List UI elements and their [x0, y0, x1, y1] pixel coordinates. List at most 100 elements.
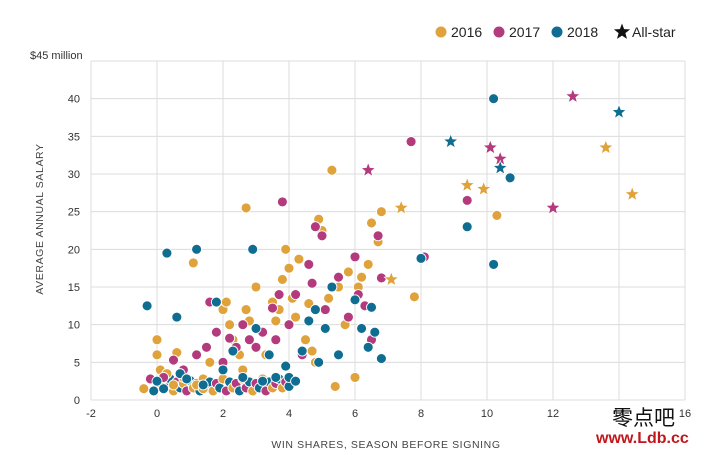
point-2017 [168, 354, 179, 366]
point-2016 [168, 379, 179, 391]
y-tick-label: 5 [74, 357, 80, 369]
point-2017 [250, 341, 262, 353]
x-tick-label: 16 [679, 408, 691, 420]
point-2018 [504, 172, 516, 184]
y-tick-label: 40 [68, 94, 80, 106]
point-2018 [237, 371, 249, 383]
point-2017 [237, 319, 249, 331]
point-2018 [488, 258, 500, 270]
point-2016 [375, 206, 387, 218]
point-2017 [306, 277, 318, 289]
allstar-point-2016 [597, 139, 614, 155]
x-tick-label: 4 [286, 408, 292, 420]
point-2017 [461, 194, 473, 206]
watermark-chinese-text: 零点吧 [612, 406, 675, 430]
point-2016 [240, 202, 252, 214]
point-2016 [250, 281, 262, 293]
point-2017 [316, 230, 328, 242]
point-2018 [309, 304, 321, 316]
point-2016 [220, 296, 232, 308]
legend-label: All-star [632, 24, 676, 40]
legend-label: 2016 [451, 24, 482, 40]
point-2017 [201, 341, 212, 353]
y-tick-label: 0 [74, 395, 80, 407]
y-tick-label: 20 [68, 244, 80, 256]
point-2018 [349, 294, 361, 306]
gridlines [90, 60, 686, 401]
x-tick-label: 10 [481, 408, 493, 420]
point-2018 [161, 247, 173, 259]
x-tick-label: 14 [613, 408, 625, 420]
tick-labels: -2 0 2 4 6 8 10 12 14 16 0 5 10 15 20 25 30 35 40 [68, 94, 691, 420]
point-2018 [210, 296, 222, 308]
point-2018 [303, 315, 315, 327]
x-tick-label: 0 [154, 408, 160, 420]
point-2016 [491, 209, 503, 221]
point-2017 [243, 334, 255, 346]
point-2018 [280, 360, 292, 372]
allstar-point-2016 [393, 199, 410, 215]
point-2016 [293, 253, 305, 265]
point-2017 [290, 289, 302, 300]
point-2018 [362, 341, 374, 353]
data-points [138, 88, 641, 397]
point-2018 [197, 379, 209, 391]
point-2018 [191, 243, 203, 255]
cluster-point [138, 383, 150, 395]
legend-label: 2017 [509, 24, 540, 40]
legend-marker-2016 [435, 26, 447, 38]
y-tick-label: 15 [68, 282, 80, 294]
point-2017 [273, 289, 285, 300]
point-2016 [362, 258, 374, 270]
point-2018 [250, 322, 262, 334]
point-2018 [141, 300, 153, 312]
legend-star-icon [613, 23, 631, 39]
point-2018 [356, 322, 368, 334]
x-axis-title: WIN SHARES, SEASON BEFORE SIGNING [271, 439, 500, 451]
point-2018 [217, 364, 229, 376]
point-2016 [326, 164, 338, 176]
point-2017 [191, 349, 203, 361]
x-tick-label: 2 [220, 408, 226, 420]
point-2016 [356, 271, 368, 283]
point-2016 [306, 345, 318, 357]
point-2018 [375, 353, 387, 365]
y-axis-top-label: $45 million [30, 50, 83, 62]
point-2018 [366, 301, 377, 313]
x-tick-label: 8 [418, 408, 424, 420]
point-2018 [247, 243, 259, 255]
point-2018 [326, 281, 338, 293]
point-2018 [257, 375, 269, 387]
allstar-point-2017 [360, 161, 377, 177]
point-2018 [151, 375, 163, 387]
allstar-point-2016 [459, 176, 476, 193]
point-2016 [349, 371, 361, 383]
point-2017 [319, 304, 331, 316]
y-tick-label: 35 [68, 131, 80, 143]
point-2018 [415, 252, 427, 264]
point-2016 [329, 380, 341, 392]
point-2016 [290, 311, 302, 323]
point-2017 [210, 326, 222, 338]
point-2018 [270, 371, 282, 383]
point-2018 [488, 93, 500, 105]
y-tick-label: 25 [68, 207, 80, 219]
point-2018 [181, 373, 193, 385]
point-2016 [240, 304, 252, 316]
allstar-point-2016 [475, 180, 492, 196]
point-2018 [227, 345, 239, 357]
legend-marker-2018 [551, 26, 563, 38]
point-2016 [270, 315, 282, 327]
point-2018 [461, 221, 473, 233]
x-tick-label: -2 [86, 408, 96, 420]
point-2017 [267, 302, 278, 314]
allstar-point-2018 [442, 133, 459, 149]
allstar-point-2018 [492, 159, 509, 175]
allstar-point-2017 [482, 139, 499, 155]
legend-marker-2017 [493, 26, 505, 38]
point-2016 [323, 292, 335, 304]
point-2017 [405, 136, 417, 148]
allstar-point-2016 [383, 271, 400, 287]
point-2017 [276, 196, 288, 208]
